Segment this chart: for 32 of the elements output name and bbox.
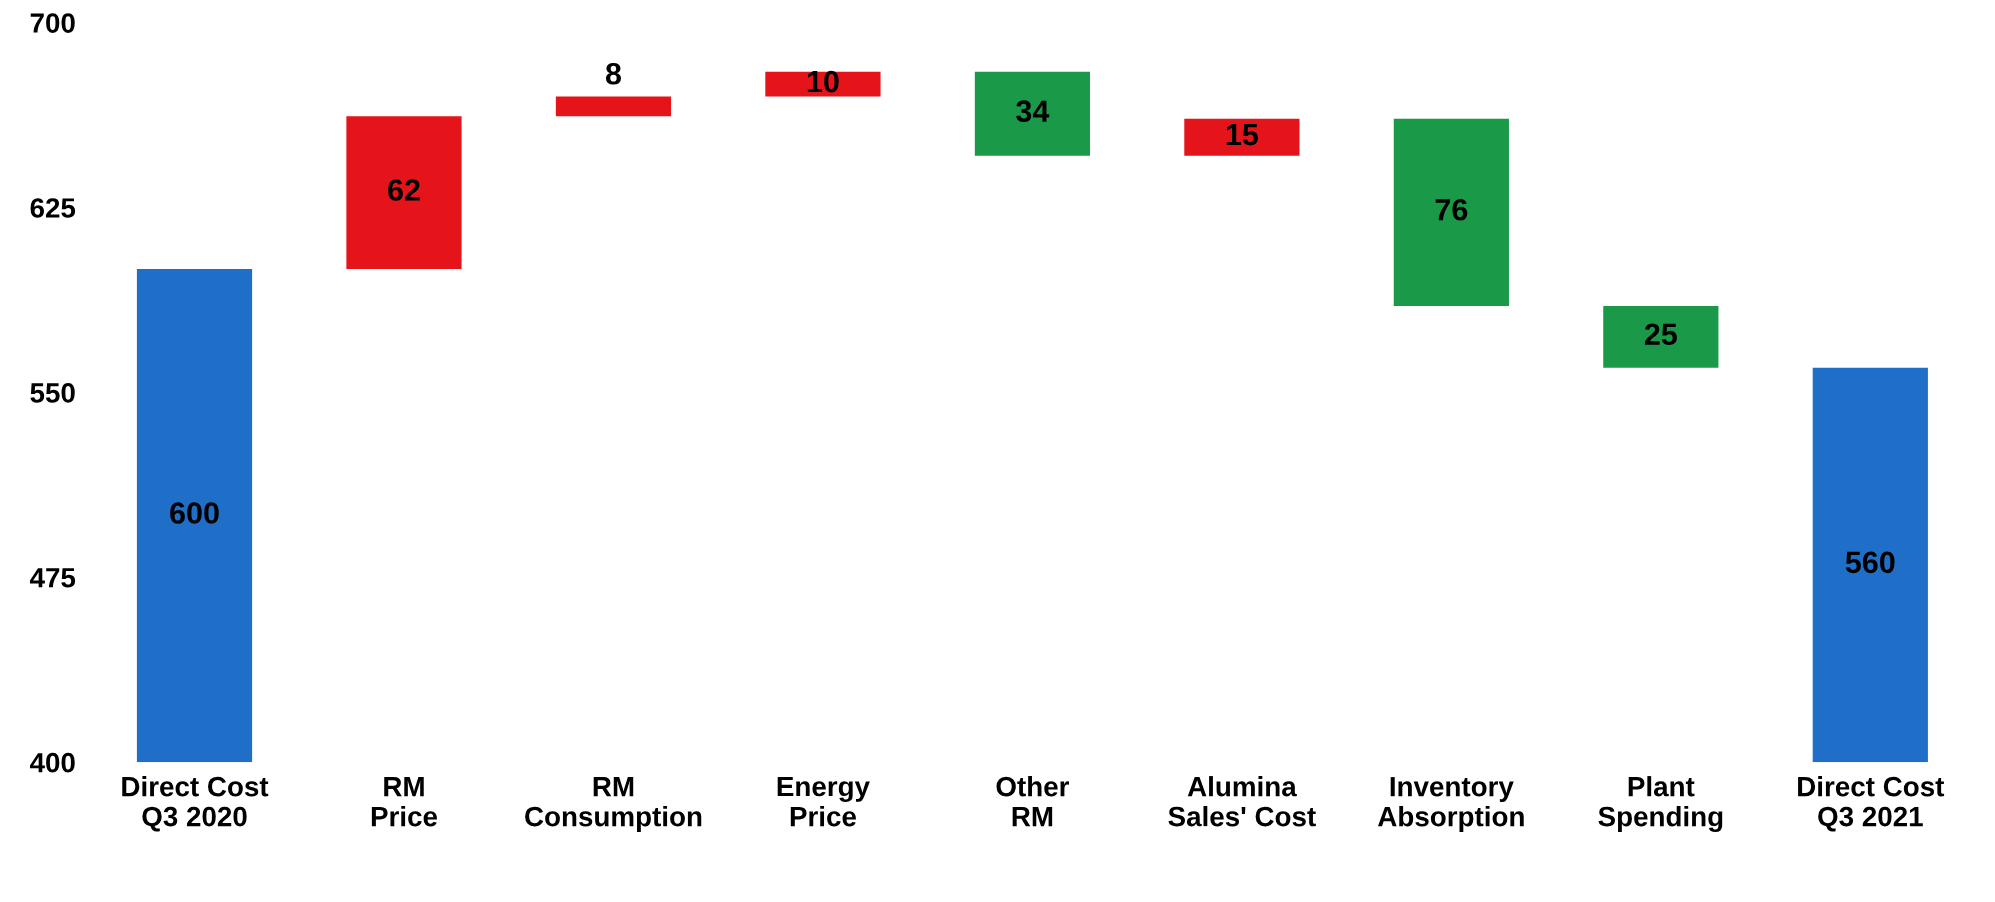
y-tick-label: 550 — [30, 383, 75, 403]
data-label: 15 — [1226, 124, 1259, 146]
bar — [974, 71, 1091, 156]
y-tick-label: 625 — [30, 198, 76, 218]
bar — [765, 71, 881, 97]
bar — [1812, 367, 1928, 763]
data-label: 600 — [170, 502, 219, 524]
x-tick-label: Alumina Sales' Cost — [1168, 776, 1316, 827]
data-label: 8 — [605, 62, 622, 85]
bar — [346, 116, 462, 270]
data-label: 25 — [1644, 323, 1677, 346]
x-tick-label: RM Price — [371, 777, 438, 827]
x-tick-label: Energy Price — [777, 776, 870, 827]
data-label: 76 — [1435, 198, 1468, 221]
x-tick-label: Other RM — [996, 776, 1070, 827]
data-label: 62 — [388, 179, 420, 201]
bar — [136, 269, 253, 763]
data-label: 10 — [807, 70, 839, 93]
bar — [1184, 118, 1300, 156]
bar — [1393, 118, 1509, 307]
x-tick-label: Inventory Absorption — [1377, 777, 1524, 832]
x-tick-label: RM Consumption — [525, 777, 702, 832]
y-tick-label: 400 — [29, 752, 75, 773]
bar — [555, 96, 672, 117]
y-tick-label: 475 — [29, 568, 76, 588]
x-tick-label: Direct Cost Q3 2020 — [122, 776, 269, 832]
x-tick-label: Plant Spending — [1598, 776, 1723, 833]
bar — [1603, 306, 1719, 368]
y-tick-label: 700 — [30, 13, 75, 33]
x-tick-label: Direct Cost Q3 2021 — [1798, 776, 1945, 832]
data-label: 34 — [1016, 100, 1050, 123]
data-label: 560 — [1845, 551, 1895, 574]
